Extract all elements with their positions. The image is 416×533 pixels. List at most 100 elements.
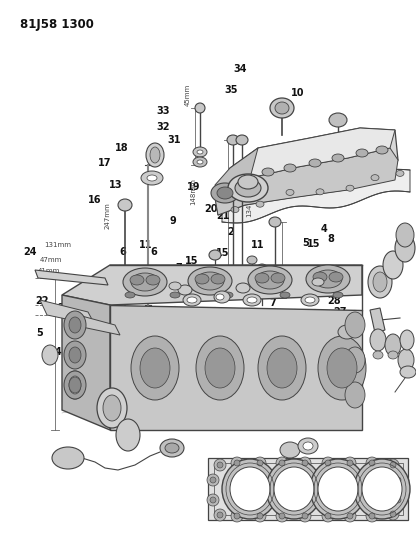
Text: 41mm: 41mm xyxy=(38,268,60,274)
Ellipse shape xyxy=(387,508,399,520)
Text: 47mm: 47mm xyxy=(40,257,62,263)
Ellipse shape xyxy=(141,171,163,185)
Ellipse shape xyxy=(235,179,261,197)
Ellipse shape xyxy=(205,348,235,388)
Ellipse shape xyxy=(210,477,216,483)
Ellipse shape xyxy=(257,513,263,519)
Ellipse shape xyxy=(270,98,294,118)
Ellipse shape xyxy=(368,266,392,298)
Text: 6: 6 xyxy=(151,247,157,257)
Ellipse shape xyxy=(257,264,267,272)
Ellipse shape xyxy=(301,294,319,306)
Ellipse shape xyxy=(257,460,263,466)
Ellipse shape xyxy=(256,201,264,207)
Ellipse shape xyxy=(303,442,313,450)
Ellipse shape xyxy=(347,513,353,519)
Ellipse shape xyxy=(211,183,239,203)
Ellipse shape xyxy=(332,154,344,162)
Text: 8: 8 xyxy=(327,234,334,244)
Ellipse shape xyxy=(131,336,179,400)
Ellipse shape xyxy=(392,494,404,506)
Text: 37: 37 xyxy=(131,382,144,391)
Ellipse shape xyxy=(299,510,311,522)
Text: 81J58 1300: 81J58 1300 xyxy=(20,18,94,31)
Polygon shape xyxy=(62,295,110,430)
Ellipse shape xyxy=(196,272,224,290)
Polygon shape xyxy=(78,315,120,335)
Ellipse shape xyxy=(193,157,207,167)
Ellipse shape xyxy=(236,135,248,145)
Ellipse shape xyxy=(338,325,356,339)
Ellipse shape xyxy=(147,175,157,181)
Ellipse shape xyxy=(312,278,324,286)
Ellipse shape xyxy=(209,250,221,260)
Ellipse shape xyxy=(299,457,311,469)
Text: 7: 7 xyxy=(269,298,276,308)
Ellipse shape xyxy=(188,267,232,295)
Ellipse shape xyxy=(280,442,300,458)
Ellipse shape xyxy=(383,251,403,279)
Ellipse shape xyxy=(69,376,81,394)
Ellipse shape xyxy=(274,467,314,511)
Ellipse shape xyxy=(390,511,396,517)
Ellipse shape xyxy=(313,272,327,282)
Ellipse shape xyxy=(309,159,321,167)
Ellipse shape xyxy=(170,292,180,298)
Ellipse shape xyxy=(64,341,86,369)
Polygon shape xyxy=(110,305,362,430)
Ellipse shape xyxy=(279,460,285,466)
Ellipse shape xyxy=(325,513,331,519)
Text: 131mm: 131mm xyxy=(44,242,71,248)
Text: 39: 39 xyxy=(225,387,239,397)
Ellipse shape xyxy=(373,272,387,292)
Text: 12: 12 xyxy=(251,475,265,484)
Ellipse shape xyxy=(131,273,159,291)
Ellipse shape xyxy=(276,510,288,522)
Ellipse shape xyxy=(356,149,368,157)
Ellipse shape xyxy=(222,459,278,519)
Ellipse shape xyxy=(395,497,401,503)
Ellipse shape xyxy=(228,174,268,202)
Ellipse shape xyxy=(64,371,86,399)
Ellipse shape xyxy=(69,347,81,363)
Text: 1: 1 xyxy=(80,339,87,349)
Ellipse shape xyxy=(385,334,401,356)
Text: 247mm: 247mm xyxy=(104,203,110,229)
Ellipse shape xyxy=(64,311,86,339)
Text: 45mm: 45mm xyxy=(185,84,191,106)
Ellipse shape xyxy=(395,234,415,262)
Ellipse shape xyxy=(344,457,356,469)
Ellipse shape xyxy=(196,336,244,400)
Ellipse shape xyxy=(267,348,297,388)
Ellipse shape xyxy=(346,185,354,191)
Ellipse shape xyxy=(370,329,386,351)
Text: 3: 3 xyxy=(97,371,103,381)
Ellipse shape xyxy=(230,467,270,511)
Ellipse shape xyxy=(314,270,342,288)
Ellipse shape xyxy=(310,459,366,519)
Ellipse shape xyxy=(327,348,357,388)
Ellipse shape xyxy=(396,223,414,247)
Ellipse shape xyxy=(347,460,353,466)
Polygon shape xyxy=(240,128,395,178)
Ellipse shape xyxy=(247,256,257,264)
Ellipse shape xyxy=(231,510,243,522)
Ellipse shape xyxy=(387,459,399,471)
Polygon shape xyxy=(40,300,95,325)
Ellipse shape xyxy=(248,266,292,294)
Text: 40: 40 xyxy=(134,407,147,416)
Text: 27: 27 xyxy=(334,307,347,317)
Ellipse shape xyxy=(160,439,184,457)
Ellipse shape xyxy=(65,371,85,399)
Text: 23: 23 xyxy=(58,303,71,312)
Ellipse shape xyxy=(197,160,203,164)
Ellipse shape xyxy=(369,513,375,519)
Ellipse shape xyxy=(217,462,223,468)
Ellipse shape xyxy=(376,146,388,154)
Ellipse shape xyxy=(52,447,84,469)
Ellipse shape xyxy=(118,199,132,211)
Text: 28: 28 xyxy=(327,296,340,306)
Ellipse shape xyxy=(195,103,205,113)
Ellipse shape xyxy=(279,513,285,519)
Text: 16: 16 xyxy=(88,195,102,205)
